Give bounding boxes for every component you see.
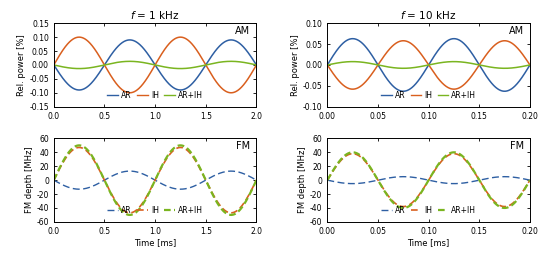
X-axis label: Time [ms]: Time [ms] xyxy=(407,238,450,247)
Legend: AR, IH, AR+IH: AR, IH, AR+IH xyxy=(378,203,479,218)
Y-axis label: Rel. power [%]: Rel. power [%] xyxy=(291,34,300,96)
Legend: AR, IH, AR+IH: AR, IH, AR+IH xyxy=(104,203,206,218)
Legend: AR, IH, AR+IH: AR, IH, AR+IH xyxy=(104,88,206,103)
X-axis label: Time [ms]: Time [ms] xyxy=(134,238,176,247)
Y-axis label: FM depth [MHz]: FM depth [MHz] xyxy=(298,147,307,213)
Legend: AR, IH, AR+IH: AR, IH, AR+IH xyxy=(378,88,479,103)
Text: AM: AM xyxy=(235,26,250,36)
Title: $f$ = 10 kHz: $f$ = 10 kHz xyxy=(400,9,457,21)
Y-axis label: FM depth [MHz]: FM depth [MHz] xyxy=(25,147,34,213)
Text: AM: AM xyxy=(509,26,524,36)
Y-axis label: Rel. power [%]: Rel. power [%] xyxy=(17,34,26,96)
Title: $f$ = 1 kHz: $f$ = 1 kHz xyxy=(130,9,180,21)
Text: FM: FM xyxy=(509,141,524,151)
Text: FM: FM xyxy=(236,141,250,151)
